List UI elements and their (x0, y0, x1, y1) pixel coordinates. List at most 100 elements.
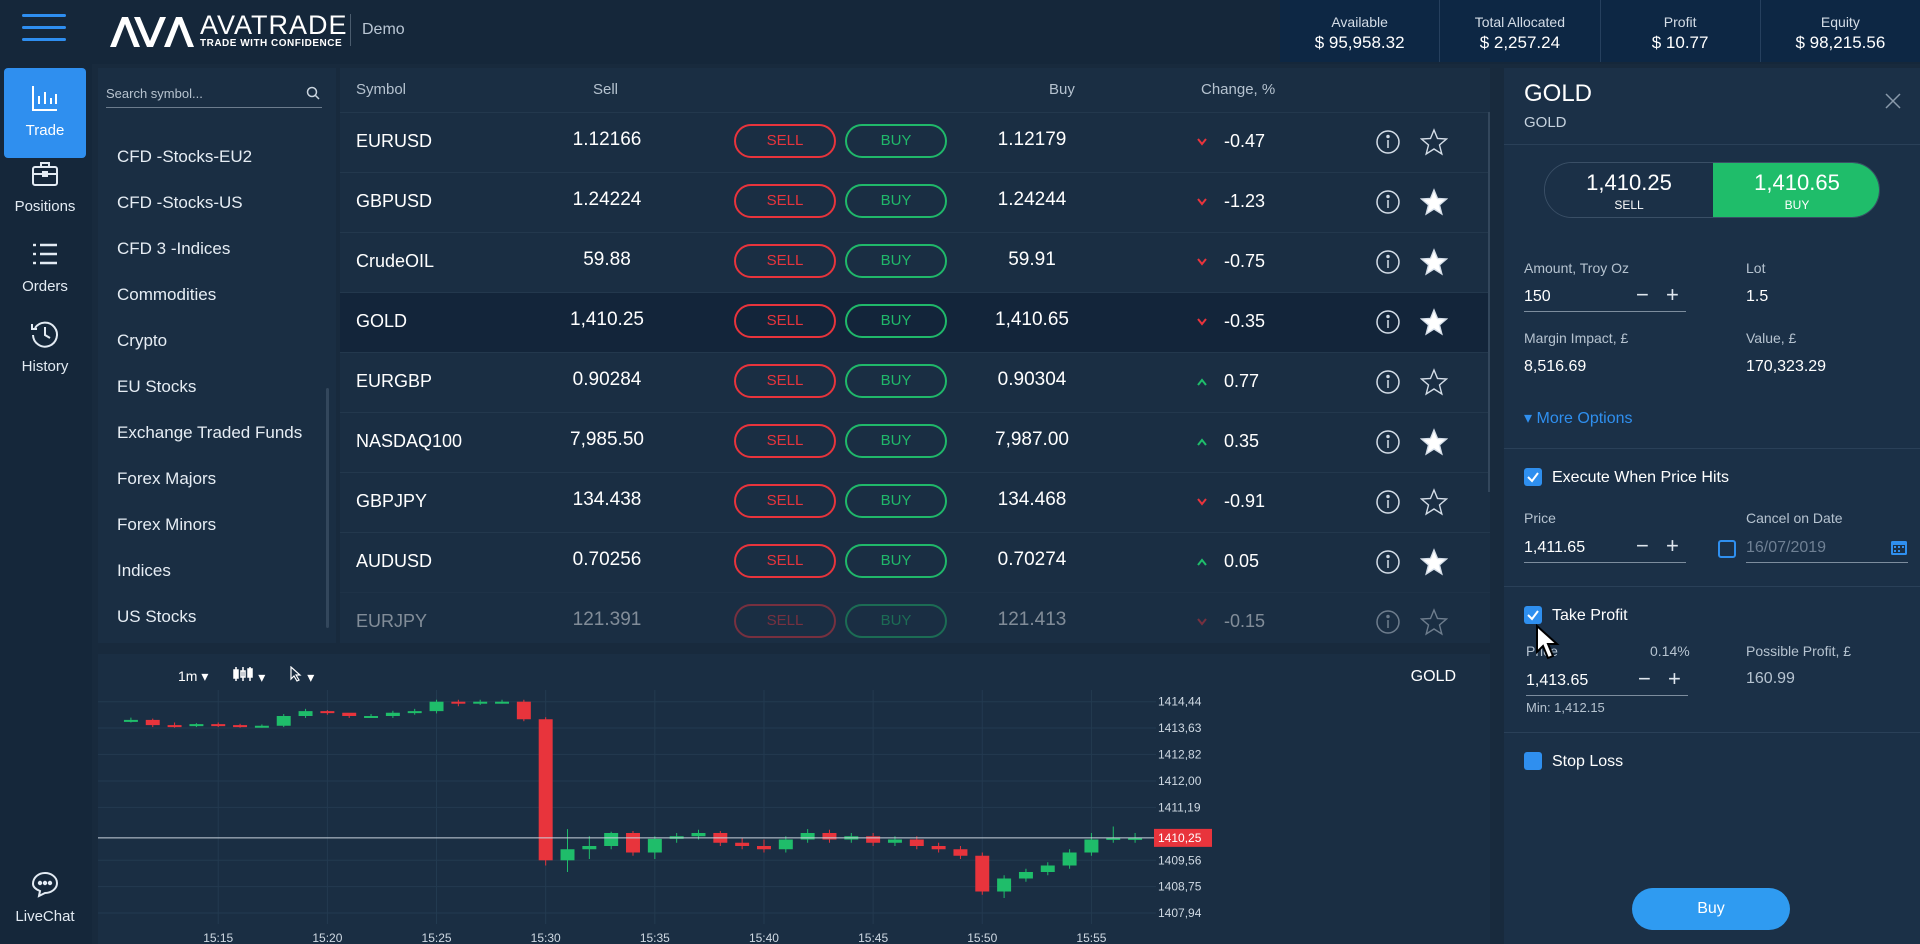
row-buy-button[interactable]: BUY (845, 424, 947, 458)
category-item[interactable]: CFD -Stocks-US (117, 193, 243, 212)
info-icon[interactable] (1375, 189, 1401, 215)
info-icon[interactable] (1375, 309, 1401, 335)
table-row[interactable]: EURGBP 0.90284 SELL BUY 0.90304 0.77 (340, 352, 1490, 412)
nav-trade[interactable]: Trade (4, 68, 86, 158)
row-buy-button[interactable]: BUY (845, 364, 947, 398)
row-buy-button[interactable]: BUY (845, 124, 947, 158)
table-row[interactable]: NASDAQ100 7,985.50 SELL BUY 7,987.00 0.35 (340, 412, 1490, 472)
execute-price-stepper[interactable]: 1,411.65 − + (1524, 533, 1686, 563)
table-row[interactable]: GBPJPY 134.438 SELL BUY 134.468 -0.91 (340, 472, 1490, 532)
star-filled-icon[interactable] (1420, 548, 1448, 576)
table-row[interactable]: GBPUSD 1.24224 SELL BUY 1.24244 -1.23 (340, 172, 1490, 232)
nav-orders[interactable]: Orders (4, 224, 86, 314)
take-profit-checkbox[interactable] (1524, 606, 1542, 624)
info-icon[interactable] (1375, 369, 1401, 395)
star-outline-icon[interactable] (1420, 368, 1448, 396)
info-icon[interactable] (1375, 489, 1401, 515)
cursor-tool-select[interactable]: ▾ (289, 665, 314, 686)
table-row[interactable]: EURJPY 121.391 SELL BUY 121.413 -0.15 (340, 592, 1490, 643)
row-buy-button[interactable]: BUY (845, 304, 947, 338)
row-buy-button[interactable]: BUY (845, 244, 947, 278)
category-item[interactable]: Exchange Traded Funds (117, 423, 303, 442)
execute-price-decrease-button[interactable]: − (1636, 533, 1649, 558)
table-scrollbar[interactable] (1488, 112, 1490, 492)
margin-label: Margin Impact, £ (1524, 330, 1629, 346)
category-item[interactable]: EU Stocks (117, 377, 197, 396)
amount-decrease-button[interactable]: − (1636, 282, 1649, 307)
row-sell-button[interactable]: SELL (734, 244, 836, 278)
star-outline-icon[interactable] (1420, 488, 1448, 516)
category-item[interactable]: CFD 3 -Indices (117, 239, 231, 258)
timeframe-select[interactable]: 1m ▾ (178, 668, 208, 685)
amount-input[interactable]: 150 (1524, 288, 1551, 305)
tp-price-increase-button[interactable]: + (1668, 666, 1681, 691)
candle-body (975, 855, 990, 892)
category-scrollbar[interactable] (326, 388, 329, 628)
star-filled-icon[interactable] (1420, 428, 1448, 456)
row-sell-button[interactable]: SELL (734, 484, 836, 518)
info-icon[interactable] (1375, 129, 1401, 155)
star-filled-icon[interactable] (1420, 308, 1448, 336)
row-buy-button[interactable]: BUY (845, 604, 947, 638)
info-icon[interactable] (1375, 609, 1401, 635)
candlestick-chart[interactable]: 1414,44 1413,63 1412,82 1412,00 1411,19 1409,… (98, 654, 1490, 944)
table-row[interactable]: CrudeOIL 59.88 SELL BUY 59.91 -0.75 (340, 232, 1490, 292)
menu-icon[interactable] (22, 14, 66, 46)
table-row[interactable]: EURUSD 1.12166 SELL BUY 1.12179 -0.47 (340, 112, 1490, 172)
nav-history[interactable]: History (4, 304, 86, 394)
nav-positions-label: Positions (14, 198, 76, 215)
category-item[interactable]: US Stocks (117, 607, 197, 626)
row-sell-button[interactable]: SELL (734, 304, 836, 338)
search-input[interactable] (106, 80, 296, 106)
row-sell-button[interactable]: SELL (734, 364, 836, 398)
row-buy-button[interactable]: BUY (845, 544, 947, 578)
star-outline-icon[interactable] (1420, 128, 1448, 156)
table-row[interactable]: GOLD 1,410.25 SELL BUY 1,410.65 -0.35 (340, 292, 1490, 352)
info-icon[interactable] (1375, 249, 1401, 275)
star-filled-icon[interactable] (1420, 188, 1448, 216)
execute-when-price-hits-checkbox[interactable] (1524, 468, 1542, 486)
x-tick-label: 15:20 (312, 931, 342, 944)
more-options-toggle[interactable]: ▾ More Options (1524, 408, 1633, 428)
info-icon[interactable] (1375, 429, 1401, 455)
nav-livechat[interactable]: LiveChat (4, 854, 86, 944)
category-item[interactable]: Indices (117, 561, 171, 580)
cancel-date-field[interactable]: 16/07/2019 (1746, 533, 1908, 563)
star-filled-icon[interactable] (1420, 248, 1448, 276)
row-sell-button[interactable]: SELL (734, 124, 836, 158)
row-sell-button[interactable]: SELL (734, 424, 836, 458)
amount-stepper[interactable]: 150 − + (1524, 282, 1686, 312)
brand-logo[interactable]: AVATRADE TRADE WITH CONFIDENCE (110, 12, 348, 49)
info-icon[interactable] (1375, 549, 1401, 575)
chart-type-select[interactable]: ▾ (232, 666, 265, 686)
category-item[interactable]: Crypto (117, 331, 168, 350)
cancel-on-date-checkbox[interactable] (1718, 540, 1736, 558)
row-buy-button[interactable]: BUY (845, 184, 947, 218)
amount-increase-button[interactable]: + (1666, 282, 1679, 307)
table-row[interactable]: AUDUSD 0.70256 SELL BUY 0.70274 0.05 (340, 532, 1490, 592)
category-item[interactable]: CFD -Stocks-EU2 (117, 147, 253, 166)
category-item[interactable]: Forex Minors (117, 515, 217, 534)
category-item[interactable]: Forex Majors (117, 469, 217, 488)
search-icon[interactable] (306, 86, 320, 100)
sell-side-button[interactable]: 1,410.25 SELL (1545, 163, 1713, 217)
category-item[interactable]: Commodities (117, 285, 217, 304)
row-sell-button[interactable]: SELL (734, 604, 836, 638)
buy-side-button[interactable]: 1,410.65 BUY (1713, 163, 1879, 217)
execute-price-input[interactable]: 1,411.65 (1524, 539, 1586, 556)
star-outline-icon[interactable] (1420, 608, 1448, 636)
close-icon[interactable] (1884, 92, 1902, 110)
submit-buy-button[interactable]: Buy (1632, 888, 1790, 930)
cancel-date-input[interactable]: 16/07/2019 (1746, 539, 1827, 556)
nav-positions[interactable]: Positions (4, 144, 86, 234)
tp-price-stepper[interactable]: 1,413.65 − + (1526, 666, 1688, 696)
execute-price-increase-button[interactable]: + (1666, 533, 1679, 558)
row-sell-button[interactable]: SELL (734, 544, 836, 578)
row-sell-button[interactable]: SELL (734, 184, 836, 218)
tp-price-decrease-button[interactable]: − (1638, 666, 1651, 691)
calendar-icon[interactable] (1890, 538, 1908, 556)
row-buy-button[interactable]: BUY (845, 484, 947, 518)
equity-value: $ 98,215.56 (1795, 33, 1886, 52)
tp-price-input[interactable]: 1,413.65 (1526, 672, 1589, 689)
stop-loss-checkbox[interactable] (1524, 752, 1542, 770)
